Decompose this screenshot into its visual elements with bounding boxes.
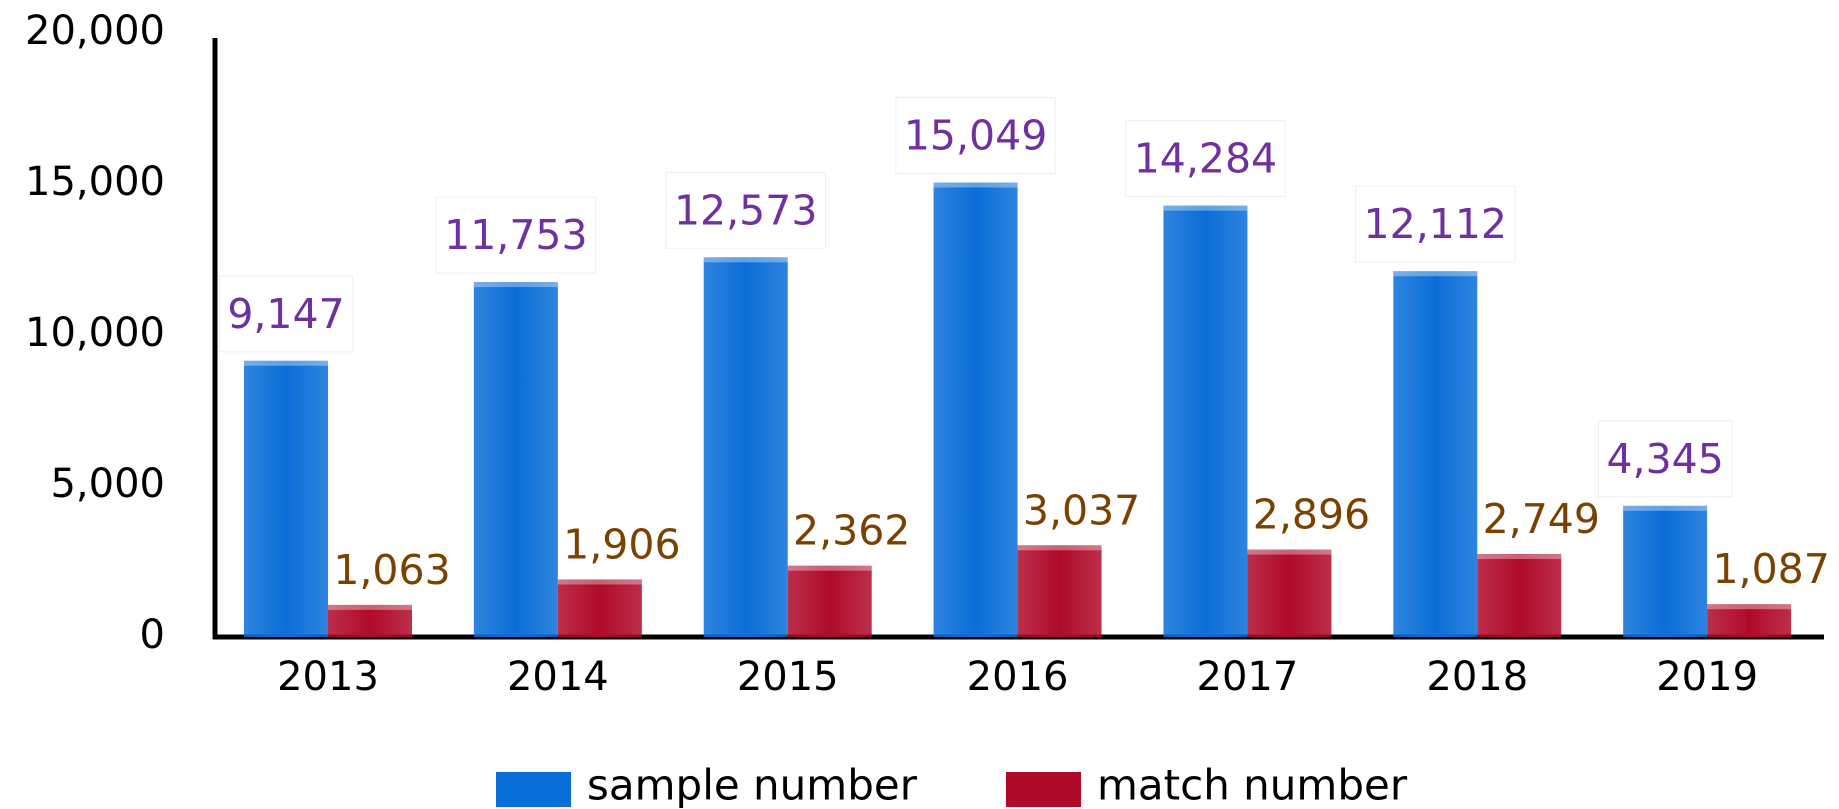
bar-cap <box>557 579 642 585</box>
data-label: 1,063 <box>333 546 450 594</box>
y-tick-label: 15,000 <box>25 159 165 205</box>
data-label-box <box>895 97 1056 175</box>
bar-cap <box>703 257 788 263</box>
bar-cap <box>1163 205 1248 211</box>
data-label-box <box>1355 185 1516 263</box>
data-label: 2,749 <box>1483 495 1600 543</box>
legend-swatch <box>496 772 571 807</box>
y-tick-label: 5,000 <box>50 461 165 507</box>
data-label: 2,896 <box>1253 491 1370 539</box>
bar <box>1623 505 1708 637</box>
bar <box>787 565 872 637</box>
x-tick-label: 2019 <box>1656 654 1758 700</box>
y-tick-label: 10,000 <box>25 310 165 356</box>
data-label: 9,147 <box>227 290 344 338</box>
bar-cap <box>328 604 412 610</box>
bar <box>1017 545 1102 637</box>
y-tick-label: 20,000 <box>25 8 165 54</box>
data-label: 12,573 <box>674 186 817 234</box>
x-tick-label: 2016 <box>967 654 1069 700</box>
bar-cap <box>1017 545 1102 551</box>
bar-cap <box>1477 553 1562 559</box>
data-label-box <box>1597 420 1733 498</box>
data-label: 11,753 <box>444 211 587 259</box>
data-label: 2,362 <box>793 507 910 555</box>
bar <box>1707 604 1792 637</box>
bar <box>557 579 642 637</box>
data-label-box <box>665 171 826 249</box>
data-label-box <box>435 196 597 274</box>
data-label: 1,906 <box>563 520 680 568</box>
bar <box>1163 205 1248 637</box>
legend-swatch <box>1006 772 1081 807</box>
bar-cap <box>1393 271 1478 277</box>
data-label: 12,112 <box>1364 200 1507 248</box>
data-label: 14,284 <box>1134 135 1277 183</box>
data-label: 1,087 <box>1712 545 1829 593</box>
x-tick-label: 2018 <box>1426 654 1528 700</box>
x-tick-label: 2017 <box>1197 654 1299 700</box>
bar-cap <box>1707 604 1792 610</box>
legend-label: sample number <box>587 761 918 809</box>
data-label: 15,049 <box>904 112 1047 160</box>
x-tick-label: 2013 <box>277 654 379 700</box>
bar-cap <box>244 360 328 366</box>
bar <box>703 257 788 637</box>
bar-cap <box>1247 549 1332 555</box>
bar <box>1393 271 1478 637</box>
bar <box>1477 553 1562 637</box>
bar <box>1247 549 1332 637</box>
bar-cap <box>933 182 1018 188</box>
data-label-box <box>1125 120 1286 198</box>
bar-cap <box>1623 505 1708 511</box>
data-label: 3,037 <box>1023 486 1140 534</box>
bar <box>473 282 558 637</box>
bar-cap <box>787 565 872 571</box>
bar <box>328 604 412 637</box>
bar <box>244 360 328 637</box>
legend-label: match number <box>1097 761 1408 809</box>
x-tick-label: 2015 <box>737 654 839 700</box>
x-tick-label: 2014 <box>507 654 609 700</box>
y-tick-label: 0 <box>140 612 165 658</box>
data-label: 4,345 <box>1606 435 1723 483</box>
bar-cap <box>473 282 558 288</box>
data-label-box <box>218 275 354 353</box>
bar <box>933 182 1018 637</box>
